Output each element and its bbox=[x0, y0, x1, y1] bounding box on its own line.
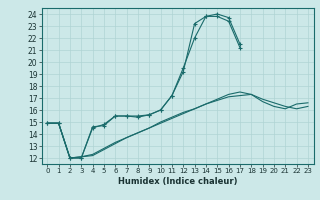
X-axis label: Humidex (Indice chaleur): Humidex (Indice chaleur) bbox=[118, 177, 237, 186]
